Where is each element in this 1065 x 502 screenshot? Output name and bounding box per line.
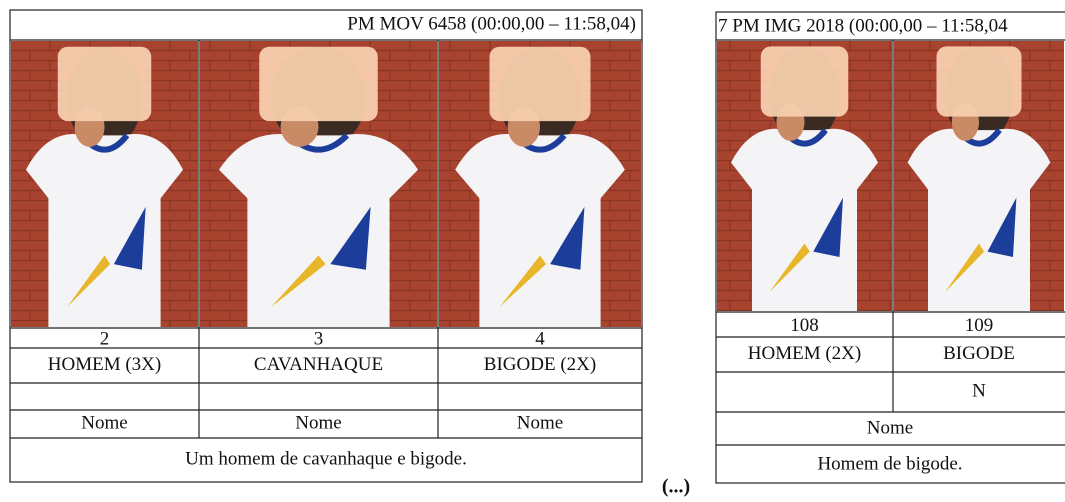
right-table: 7 PM IMG 2018 (00:00,00 – 11:58,04 Nome … [715,11,1065,484]
stripe-blue [813,197,843,257]
shirt [907,128,1051,311]
sign-number: 2 [100,328,110,349]
table-border [715,11,1065,484]
label: Nome [81,412,127,433]
stripe-blue [550,206,585,270]
sign-gloss: CAVANHAQUE [254,354,383,375]
photo [717,41,892,311]
sign-gloss: BIGODE [943,343,1015,364]
sign-number: 3 [314,328,324,349]
label: Nome [295,412,341,433]
sentence: Homem de bigode. [817,453,962,474]
photo [439,41,641,327]
stripe-yellow [67,255,111,307]
stripe-yellow [271,255,326,307]
stripe-yellow [499,255,547,307]
face-blur [936,46,1022,117]
sign-gloss: HOMEM (2X) [748,343,861,364]
face-blur [489,46,591,122]
face-blur [57,46,152,122]
header: 7 PM IMG 2018 (00:00,00 – 11:58,04 [718,15,1008,36]
stripe-blue [330,206,371,270]
sign-number: 109 [965,315,994,336]
face-blur [259,46,378,122]
stripe-blue [113,206,146,270]
stripe-yellow [769,243,810,293]
photo [200,41,437,327]
photo [894,41,1064,311]
stripe-yellow [945,243,985,293]
shirt [455,133,625,327]
sign-number: 4 [535,328,545,349]
shirt [25,133,184,327]
header: PM MOV 6458 (00:00,00 – 11:58,04) [347,13,636,34]
shirt [218,133,419,327]
label: Nome [867,417,913,438]
sign-gloss: BIGODE (2X) [484,354,596,375]
table-border [9,9,643,483]
mark: N [972,380,986,401]
shirt [731,128,878,311]
face-blur [760,46,849,117]
stripe-blue [987,197,1017,257]
ellipsis: (...) [662,476,690,498]
sign-gloss: HOMEM (3X) [48,354,161,375]
left-table: PM MOV 6458 (00:00,00 – 11:58,04) Um hom… [9,9,643,483]
sentence: Um homem de cavanhaque e bigode. [185,448,467,469]
sign-number: 108 [790,315,819,336]
label: Nome [517,412,563,433]
photo [11,41,198,327]
